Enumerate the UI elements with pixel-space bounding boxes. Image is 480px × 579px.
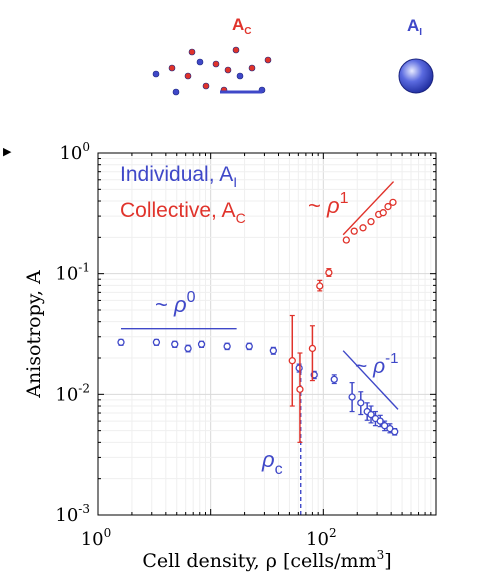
inset-label-individual: AI (407, 16, 422, 38)
series-individual (117, 338, 399, 436)
data-point (357, 399, 365, 407)
data-point (367, 410, 375, 419)
data-point (117, 338, 125, 346)
data-point (389, 198, 397, 206)
data-point (295, 364, 303, 372)
inset-dot (196, 58, 204, 66)
data-point (391, 428, 399, 436)
data-point (359, 224, 367, 232)
data-point (325, 268, 333, 277)
guide-line-rho-1 (342, 181, 395, 236)
x-axis-label: Cell density, ρ [cells/mm3] (142, 548, 391, 572)
data-point (184, 344, 192, 353)
data-point (288, 357, 296, 365)
annotations: ~ ρ0 ~ ρ1 ~ ρ-1 ρc (155, 190, 398, 478)
data-point (330, 375, 338, 384)
inset-dot (172, 88, 180, 96)
data-point (384, 202, 392, 211)
y-tick-label: 10-2 (55, 381, 90, 405)
data-point (152, 338, 161, 346)
inset-dot (224, 66, 232, 74)
inset-cell-cluster (152, 46, 272, 96)
data-point (308, 344, 317, 353)
y-tick-label: 10-3 (55, 502, 90, 526)
plot-area: 100 102 10-3 10-2 10-1 100 ~ ρ0 ~ ρ1 ~ ρ-1 ρc (55, 140, 437, 550)
data-point (348, 393, 356, 401)
annotation-rho-1: ~ ρ1 (308, 190, 349, 218)
inset-dot (188, 48, 196, 56)
inset-dot (168, 64, 176, 72)
panel-marker: ▶ (3, 146, 12, 158)
data-point (171, 340, 179, 348)
inset-dot (248, 64, 256, 72)
inset-dot (184, 72, 192, 80)
data-point (367, 217, 375, 226)
y-tick-label: 100 (59, 140, 90, 164)
x-tick-label: 100 (81, 526, 112, 550)
data-point (316, 282, 324, 290)
inset-label-collective: AC (232, 15, 252, 37)
top-inset: AC AI (152, 15, 434, 96)
series-layer (117, 198, 399, 443)
inset-dot (212, 60, 220, 68)
data-point (197, 340, 206, 348)
plot-frame (97, 152, 437, 516)
x-tick-label: 102 (306, 526, 337, 550)
legend-item-individual: Individual, AI (120, 163, 237, 190)
data-point (350, 227, 358, 235)
y-tick-label: 10-1 (55, 261, 90, 285)
inset-dot (202, 82, 210, 90)
legend: Individual, AI Collective, AC (120, 163, 246, 226)
y-axis-label: Anisotropy, A (23, 270, 45, 399)
grid (98, 153, 436, 515)
data-point (245, 342, 253, 350)
inset-dot (152, 70, 160, 78)
guide-line-rho-minus-1 (342, 350, 399, 410)
data-point (380, 422, 389, 430)
ticks: 100 102 10-3 10-2 10-1 100 (55, 140, 437, 550)
data-point (269, 347, 277, 355)
inset-sphere-icon (398, 58, 434, 94)
data-point (296, 385, 304, 393)
data-point (223, 342, 231, 350)
series-collective (288, 198, 397, 443)
annotation-rho-c: ρc (261, 447, 283, 478)
data-point (342, 236, 350, 244)
data-point (379, 209, 387, 217)
inset-dot (232, 46, 240, 54)
inset-dot (236, 72, 244, 80)
annotation-rho-0: ~ ρ0 (155, 289, 196, 317)
legend-item-collective: Collective, AC (120, 199, 246, 226)
inset-dot (264, 56, 272, 64)
annotation-rho-minus-1: ~ ρ-1 (355, 350, 398, 378)
